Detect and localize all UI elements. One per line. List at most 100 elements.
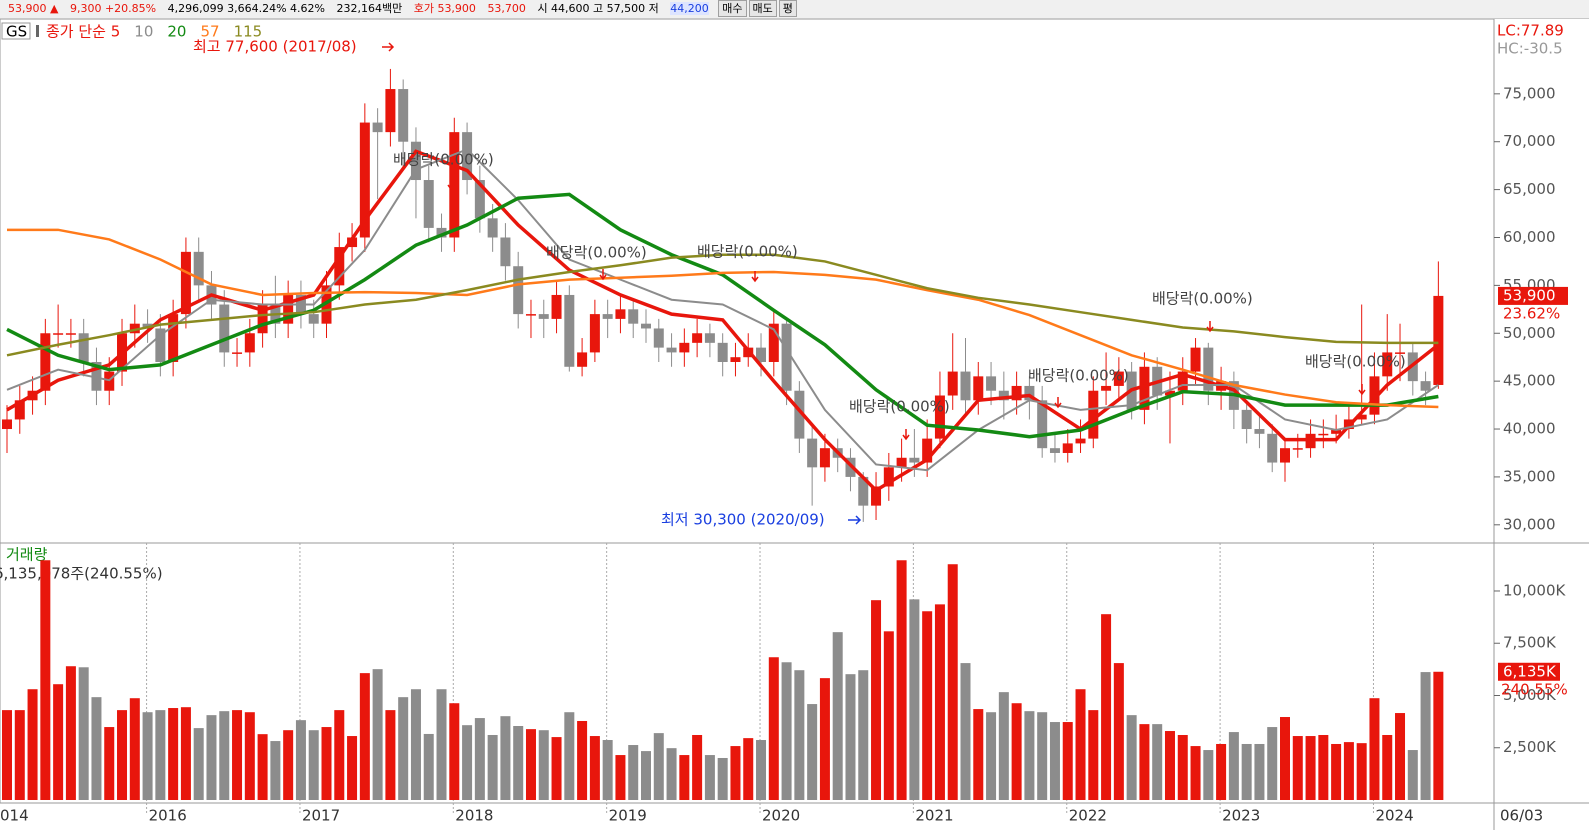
volume-bar [155, 710, 166, 800]
candle-body [1075, 438, 1086, 444]
volume-bar [385, 710, 396, 800]
candle-body [551, 294, 562, 319]
candle-body [883, 467, 894, 487]
candle-body [1088, 390, 1099, 439]
volume-bar [321, 727, 332, 800]
candle-body [155, 328, 166, 362]
candle-body [474, 180, 485, 219]
candle-body [973, 376, 984, 401]
volume-bar [487, 734, 498, 800]
last-date: 06/03 [1500, 807, 1543, 825]
volume-info: 6,135,078주(240.55%) [0, 565, 163, 583]
volume-bar [871, 600, 882, 800]
volume-bar [896, 560, 907, 800]
volume-bar [551, 737, 562, 800]
volume-bar [653, 733, 664, 800]
candle-body [232, 352, 243, 354]
volume-bar [91, 697, 102, 800]
ex-dividend-marker [751, 271, 759, 283]
volume-bar [692, 734, 703, 800]
legend-entry: 종가 단순 5 [46, 23, 120, 41]
x-tick-label: 2018 [455, 807, 493, 825]
low-arrow [848, 515, 862, 525]
volume-bar [922, 611, 933, 800]
volume-bar [65, 666, 76, 800]
candle-body [462, 132, 473, 181]
candle-body [998, 390, 1009, 401]
volume-bar [589, 736, 600, 800]
volume-bar [756, 740, 767, 800]
candle-body [615, 309, 626, 319]
sell-button[interactable]: 매도 [748, 0, 777, 17]
volume-bar [1024, 711, 1035, 800]
volume-bar [1369, 698, 1380, 800]
candle-body [1062, 443, 1073, 453]
candle-body [1241, 409, 1252, 430]
volume-bar [1228, 732, 1239, 800]
y-tick-label: 65,000 [1503, 180, 1556, 198]
candle-body [730, 357, 741, 362]
v-tick-label: 2,500K [1503, 738, 1557, 756]
annotation: 최고 77,600 (2017/08) [193, 38, 357, 56]
last-price: 53,900 [1503, 286, 1556, 304]
candle-body [986, 376, 997, 391]
candle-body [602, 314, 613, 319]
candle-body [1101, 385, 1112, 391]
candle-body [679, 342, 690, 353]
volume-bar [781, 662, 792, 800]
volume-bar [1126, 715, 1137, 800]
volume-bar [2, 710, 12, 800]
buy-button[interactable]: 매수 [718, 0, 747, 17]
volume-bar [1407, 750, 1418, 800]
annotation: 배당락(0.00%) [393, 151, 494, 169]
candle-body [768, 323, 779, 362]
volume-bar [1088, 710, 1099, 800]
volume-bar [883, 631, 894, 800]
ohl: 시 44,600 고 57,500 저 [537, 2, 659, 15]
last-volume: 6,135K [1503, 662, 1557, 680]
candle-body [1011, 385, 1022, 401]
candle-body [423, 180, 434, 228]
y-tick-label: 40,000 [1503, 420, 1556, 438]
y-tick-label: 60,000 [1503, 228, 1556, 246]
volume-bar [40, 560, 51, 800]
volume-bar [193, 728, 204, 800]
candle-body [1420, 381, 1431, 391]
volume-bar [934, 604, 945, 800]
volume-bar [219, 711, 230, 800]
volume-bar [359, 673, 370, 800]
y-tick-label: 75,000 [1503, 84, 1556, 102]
annotation: 배당락(0.00%) [1305, 353, 1406, 371]
x-tick-label: 014 [0, 807, 29, 825]
hc-label: HC:-30.5 [1497, 40, 1563, 58]
moving-average [6, 148, 1439, 472]
frame [0, 19, 1495, 804]
annotation: 배당락(0.00%) [1152, 290, 1253, 308]
candle-body [1382, 352, 1393, 377]
candle-body [781, 323, 792, 391]
volume-bar [423, 733, 434, 800]
avg-button[interactable]: 평 [778, 0, 797, 17]
volume-bar [1164, 731, 1175, 800]
volume-bar [117, 710, 128, 800]
x-tick-label: 2020 [762, 807, 800, 825]
candle-body [1395, 352, 1406, 354]
volume-bar [602, 740, 613, 800]
candle-body [717, 342, 728, 362]
candle-body [1113, 371, 1124, 386]
volume-bar [206, 715, 217, 800]
low: 44,200 [670, 2, 709, 15]
volume-bar [474, 718, 485, 800]
volume-bar [666, 748, 677, 800]
volume-bar [129, 698, 140, 800]
candle-body [385, 89, 396, 133]
x-tick-label: 2019 [609, 807, 647, 825]
volume-bar [973, 709, 984, 800]
volume-bar [960, 663, 971, 800]
candle-body [871, 486, 882, 506]
candle-body [1292, 448, 1303, 450]
volume-bar [986, 712, 997, 800]
candle-body [1356, 414, 1367, 420]
legend-entry: 57 [200, 23, 219, 41]
volume-bar [1433, 671, 1444, 800]
